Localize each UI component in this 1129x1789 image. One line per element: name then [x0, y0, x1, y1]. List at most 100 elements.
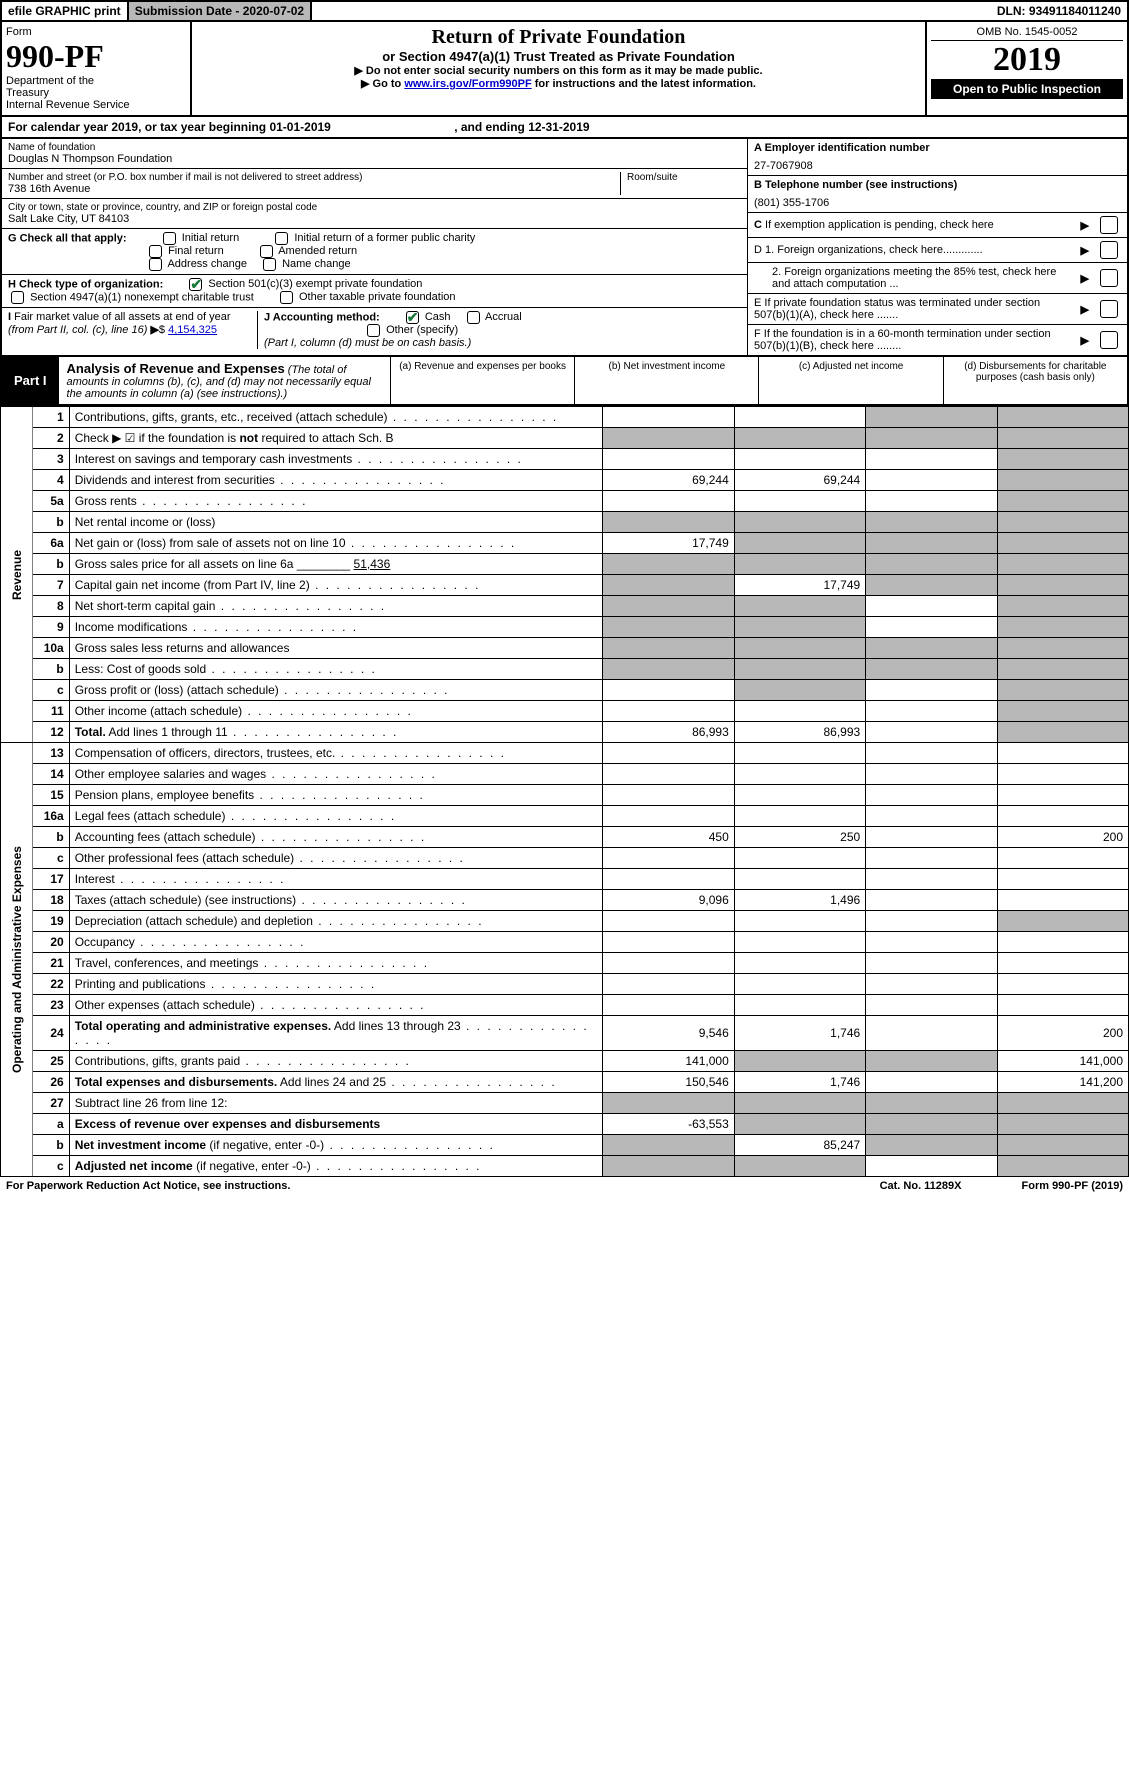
header-mid: Return of Private Foundation or Section …	[192, 22, 927, 115]
col-d-header: (d) Disbursements for charitable purpose…	[944, 357, 1127, 404]
value-cell	[734, 974, 865, 995]
line-description: Legal fees (attach schedule)	[69, 806, 603, 827]
checkbox-other-method[interactable]	[367, 324, 380, 337]
section-label: Operating and Administrative Expenses	[1, 743, 33, 1177]
value-cell	[603, 428, 734, 449]
checkbox-501c3[interactable]	[189, 278, 202, 291]
checkbox-accrual[interactable]	[467, 311, 480, 324]
value-cell	[997, 974, 1128, 995]
line-number: 9	[33, 617, 69, 638]
fmv-link[interactable]: 4,154,325	[168, 324, 217, 336]
value-cell	[734, 407, 865, 428]
checkbox-name-change[interactable]	[263, 258, 276, 271]
value-cell: 69,244	[603, 470, 734, 491]
checkbox-cash[interactable]	[406, 311, 419, 324]
city-cell: City or town, state or province, country…	[2, 199, 747, 229]
checkbox-amended[interactable]	[260, 245, 273, 258]
checkbox-4947a1[interactable]	[11, 291, 24, 304]
value-cell	[866, 575, 997, 596]
efile-label: efile GRAPHIC print	[2, 2, 129, 20]
omb-number: OMB No. 1545-0052	[931, 26, 1123, 41]
info-left: Name of foundation Douglas N Thompson Fo…	[2, 139, 747, 355]
value-cell: 86,993	[603, 722, 734, 743]
table-row: 21Travel, conferences, and meetings	[1, 953, 1129, 974]
checkbox-initial-former[interactable]	[275, 232, 288, 245]
room-suite-label: Room/suite	[627, 172, 741, 183]
line-number: 1	[33, 407, 69, 428]
line-description: Printing and publications	[69, 974, 603, 995]
table-row: 4Dividends and interest from securities6…	[1, 470, 1129, 491]
value-cell	[603, 1093, 734, 1114]
value-cell: 450	[603, 827, 734, 848]
value-cell	[603, 701, 734, 722]
value-cell	[866, 974, 997, 995]
value-cell	[997, 680, 1128, 701]
table-row: 11Other income (attach schedule)	[1, 701, 1129, 722]
value-cell	[866, 827, 997, 848]
checkbox-d2[interactable]	[1100, 269, 1118, 287]
table-row: Revenue1Contributions, gifts, grants, et…	[1, 407, 1129, 428]
checkbox-address-change[interactable]	[149, 258, 162, 271]
checkbox-final-return[interactable]	[149, 245, 162, 258]
cash-basis-note: (Part I, column (d) must be on cash basi…	[264, 337, 471, 349]
value-cell	[866, 932, 997, 953]
calendar-year-row: For calendar year 2019, or tax year begi…	[0, 117, 1129, 139]
line-number: 2	[33, 428, 69, 449]
line-number: 25	[33, 1051, 69, 1072]
line-number: 10a	[33, 638, 69, 659]
value-cell	[866, 1016, 997, 1051]
line-description: Adjusted net income (if negative, enter …	[69, 1156, 603, 1177]
value-cell	[866, 617, 997, 638]
value-cell: 1,496	[734, 890, 865, 911]
value-cell	[866, 743, 997, 764]
value-cell	[603, 617, 734, 638]
value-cell	[866, 1051, 997, 1072]
checkbox-d1[interactable]	[1100, 241, 1118, 259]
checkbox-f[interactable]	[1100, 331, 1118, 349]
value-cell	[866, 638, 997, 659]
value-cell	[603, 764, 734, 785]
dept-treasury: Department of theTreasuryInternal Revenu…	[6, 75, 186, 111]
line-number: 3	[33, 449, 69, 470]
value-cell	[734, 1051, 865, 1072]
value-cell	[734, 638, 865, 659]
line-description: Net gain or (loss) from sale of assets n…	[69, 533, 603, 554]
value-cell	[734, 428, 865, 449]
checkbox-e[interactable]	[1100, 300, 1118, 318]
value-cell	[734, 932, 865, 953]
value-cell	[603, 491, 734, 512]
checkbox-c[interactable]	[1100, 216, 1118, 234]
part1-header: Part I Analysis of Revenue and Expenses …	[0, 357, 1129, 406]
checkbox-other-taxable[interactable]	[280, 291, 293, 304]
value-cell	[997, 1156, 1128, 1177]
instructions-link[interactable]: www.irs.gov/Form990PF	[404, 78, 531, 90]
phone-cell: B Telephone number (see instructions) (8…	[748, 176, 1127, 213]
footer-left: For Paperwork Reduction Act Notice, see …	[6, 1180, 290, 1192]
form-instr1: ▶ Do not enter social security numbers o…	[196, 64, 921, 77]
value-cell	[603, 848, 734, 869]
checkbox-initial-return[interactable]	[163, 232, 176, 245]
value-cell	[866, 512, 997, 533]
line-number: b	[33, 659, 69, 680]
section-label: Revenue	[1, 407, 33, 743]
value-cell: 1,746	[734, 1016, 865, 1051]
line-number: 12	[33, 722, 69, 743]
footer-right: Form 990-PF (2019)	[1022, 1180, 1124, 1192]
value-cell	[866, 785, 997, 806]
part1-badge: Part I	[2, 357, 59, 404]
table-row: 9Income modifications	[1, 617, 1129, 638]
table-row: 14Other employee salaries and wages	[1, 764, 1129, 785]
value-cell	[997, 596, 1128, 617]
value-cell	[997, 554, 1128, 575]
table-row: 25Contributions, gifts, grants paid141,0…	[1, 1051, 1129, 1072]
line-description: Subtract line 26 from line 12:	[69, 1093, 603, 1114]
value-cell	[734, 491, 865, 512]
line-description: Taxes (attach schedule) (see instruction…	[69, 890, 603, 911]
footer-mid: Cat. No. 11289X	[880, 1180, 962, 1192]
value-cell	[997, 743, 1128, 764]
value-cell	[734, 869, 865, 890]
line-description: Contributions, gifts, grants paid	[69, 1051, 603, 1072]
line-description: Other expenses (attach schedule)	[69, 995, 603, 1016]
value-cell	[866, 659, 997, 680]
table-row: 18Taxes (attach schedule) (see instructi…	[1, 890, 1129, 911]
